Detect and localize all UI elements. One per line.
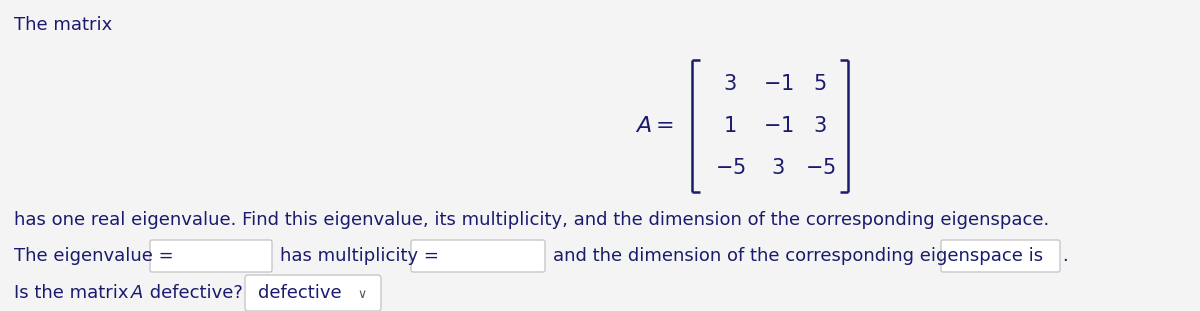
Text: has one real eigenvalue. Find this eigenvalue, its multiplicity, and the dimensi: has one real eigenvalue. Find this eigen… <box>14 211 1049 229</box>
Text: The eigenvalue =: The eigenvalue = <box>14 247 174 265</box>
Text: $A =$: $A =$ <box>635 115 674 137</box>
FancyBboxPatch shape <box>410 240 545 272</box>
Text: $3$: $3$ <box>814 116 827 136</box>
Text: $-1$: $-1$ <box>762 74 793 94</box>
Text: $3$: $3$ <box>772 158 785 178</box>
Text: Is the matrix: Is the matrix <box>14 284 134 302</box>
Text: The matrix: The matrix <box>14 16 113 34</box>
FancyBboxPatch shape <box>150 240 272 272</box>
Text: $3$: $3$ <box>724 74 737 94</box>
Text: $-5$: $-5$ <box>714 158 745 178</box>
FancyBboxPatch shape <box>245 275 382 311</box>
Text: defective: defective <box>258 284 342 302</box>
Text: $-1$: $-1$ <box>762 116 793 136</box>
Text: $5$: $5$ <box>814 74 827 94</box>
Text: $1$: $1$ <box>724 116 737 136</box>
Text: ∨: ∨ <box>358 289 366 301</box>
Text: .: . <box>1062 247 1068 265</box>
Text: $\mathit{A}$: $\mathit{A}$ <box>130 284 144 302</box>
FancyBboxPatch shape <box>941 240 1060 272</box>
Text: $-5$: $-5$ <box>804 158 835 178</box>
Text: and the dimension of the corresponding eigenspace is: and the dimension of the corresponding e… <box>553 247 1043 265</box>
Text: has multiplicity =: has multiplicity = <box>280 247 439 265</box>
Text: defective?: defective? <box>144 284 242 302</box>
